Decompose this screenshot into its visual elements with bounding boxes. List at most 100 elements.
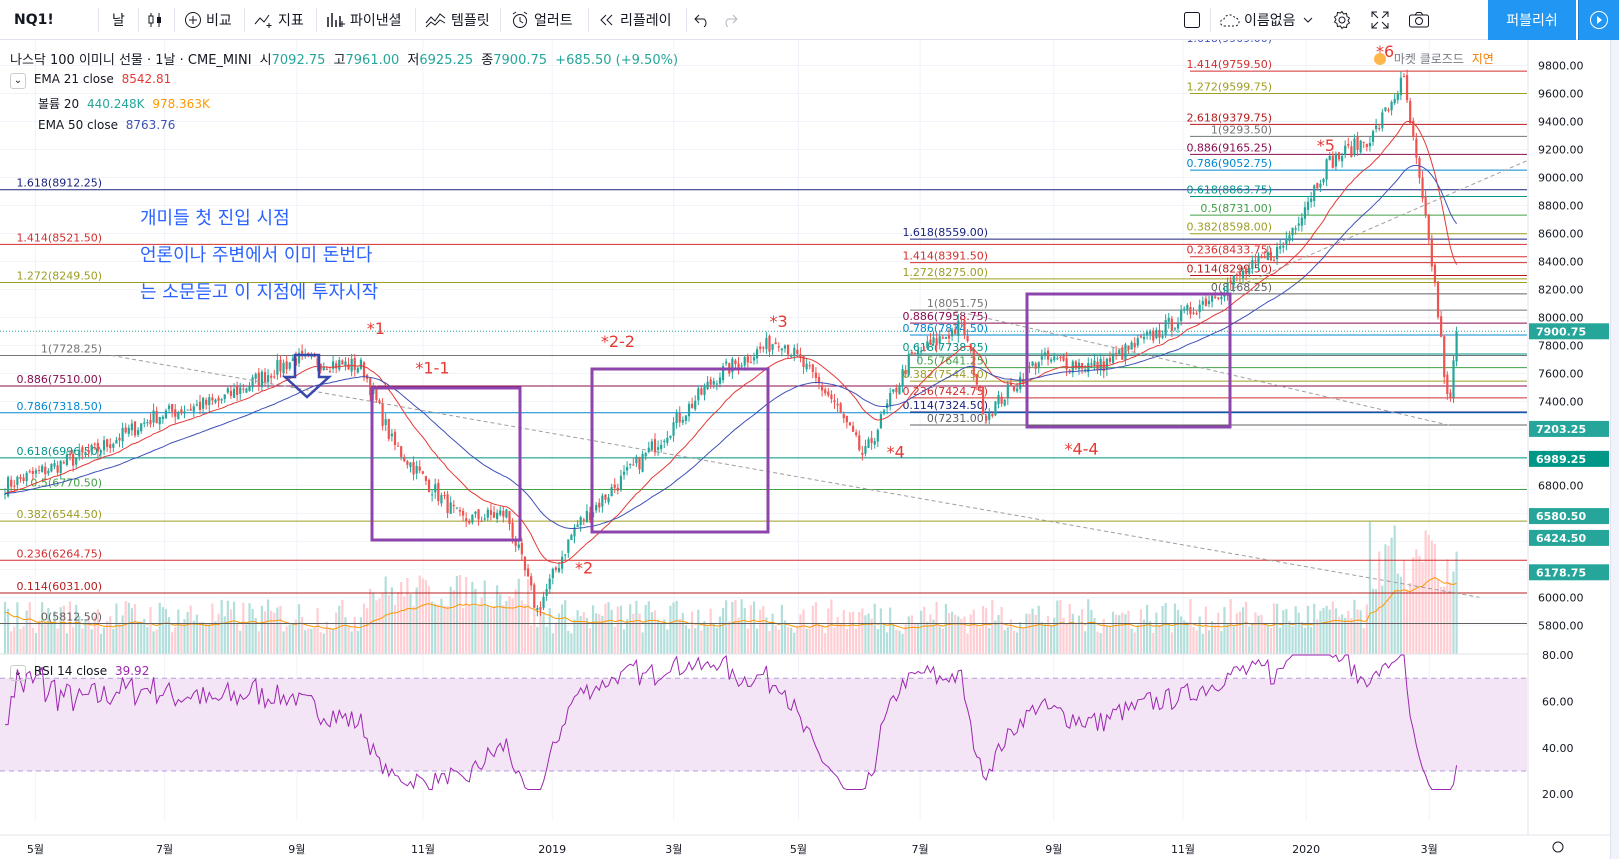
- volume-bar: [124, 601, 127, 654]
- volume-bar: [882, 622, 886, 654]
- annotation-note: 개미들 첫 진입 시점 언론이나 주변에서 이미 돈번다 는 소문듣고 이 지점…: [140, 200, 378, 311]
- snapshot-button[interactable]: [1408, 0, 1434, 40]
- rsi-collapse-icon[interactable]: ⌄: [10, 665, 26, 681]
- candle: [1124, 342, 1127, 365]
- price-tick: 8600.00: [1538, 227, 1584, 240]
- candle: [1071, 359, 1074, 378]
- volume-bar: [796, 625, 799, 654]
- compare-button[interactable]: 비교: [184, 0, 232, 40]
- rsi-tick: 20.00: [1542, 788, 1574, 801]
- candle: [56, 460, 59, 476]
- volume-bar: [1275, 603, 1279, 654]
- fullscreen-button[interactable]: [1371, 0, 1393, 40]
- volume-bar: [1241, 607, 1245, 654]
- symbol-search[interactable]: NQ1!: [14, 0, 54, 40]
- annotation-box: [1025, 292, 1232, 429]
- candle: [1368, 136, 1372, 152]
- candle: [554, 566, 558, 573]
- candle: [496, 509, 499, 523]
- volume-bar: [223, 616, 226, 654]
- compare-label: 비교: [206, 13, 232, 29]
- volume-bar: [913, 623, 917, 654]
- candle: [1201, 296, 1204, 311]
- candle: [1003, 399, 1006, 407]
- fullscreen-layout-checkbox[interactable]: [1183, 0, 1205, 40]
- candle: [124, 423, 127, 434]
- volume-bar: [988, 628, 991, 654]
- indicators-button[interactable]: 지표: [254, 0, 304, 40]
- replay-button[interactable]: 리플레이: [598, 0, 672, 40]
- alert-button[interactable]: 얼러트: [510, 0, 573, 40]
- candle: [279, 355, 282, 378]
- ema50-legend[interactable]: EMA 50 close 8763.76: [38, 118, 179, 132]
- candle: [691, 397, 694, 409]
- candle: [526, 564, 530, 578]
- volume-bar: [93, 616, 96, 654]
- fib-label: 0.114(7324.50): [902, 399, 988, 412]
- volume-bar: [1127, 610, 1130, 654]
- volume-bar: [1012, 631, 1016, 654]
- redo-button[interactable]: [722, 0, 742, 40]
- candle: [1056, 356, 1059, 361]
- candle: [712, 377, 715, 389]
- fib-label: 1.414(9759.50): [1186, 58, 1272, 71]
- candle: [146, 419, 149, 427]
- layout-name-dropdown[interactable]: 이름없음: [1218, 0, 1318, 40]
- candle: [19, 474, 22, 483]
- alarm-clock-icon: [512, 11, 528, 28]
- rsi-tick: 40.00: [1542, 742, 1574, 755]
- candle: [675, 409, 678, 429]
- price-tag: 7900.75: [1529, 323, 1609, 340]
- ema21-legend[interactable]: ⌄ EMA 21 close 8542.81: [10, 72, 175, 89]
- candle: [499, 506, 502, 517]
- volume-bar: [192, 620, 195, 654]
- interval-button[interactable]: 날: [112, 0, 125, 40]
- volume-bar: [322, 633, 325, 654]
- volume-bar: [944, 603, 948, 654]
- candle: [403, 454, 406, 463]
- volume-bar: [489, 607, 493, 654]
- volume-bar: [848, 612, 852, 654]
- volume-bar: [901, 633, 904, 654]
- time-tick: 3월: [1421, 843, 1438, 856]
- volume-bar: [325, 621, 328, 654]
- publish-button[interactable]: 퍼블리쉬: [1488, 0, 1576, 40]
- volume-bar: [279, 605, 282, 654]
- financials-button[interactable]: 파이낸셜: [326, 0, 402, 40]
- candle: [1235, 272, 1238, 282]
- fib-label: 0.5(8731.00): [1200, 202, 1272, 215]
- volume-bar: [700, 630, 703, 654]
- right-scrollbar[interactable]: [1610, 40, 1619, 859]
- candle: [449, 496, 452, 515]
- candle: [177, 410, 180, 420]
- candle: [434, 478, 437, 499]
- candle: [468, 518, 471, 525]
- price-tag: 6424.50: [1529, 529, 1609, 546]
- volume-bar: [1340, 614, 1344, 654]
- fib-label: 0.5(7641.25): [916, 355, 988, 368]
- templates-button[interactable]: 템플릿: [425, 0, 490, 40]
- volume-bar: [406, 578, 409, 654]
- settings-button[interactable]: [1332, 0, 1356, 40]
- volume-bar: [1449, 582, 1452, 654]
- fib-label: 0.618(6996.50): [16, 445, 102, 458]
- candle: [369, 377, 372, 402]
- candle: [916, 343, 920, 362]
- volume-bar: [229, 609, 233, 654]
- price-chart[interactable]: 1.618(8912.25) 1.414(8521.50) 1.272(8249.5…: [0, 40, 1610, 859]
- undo-button[interactable]: [694, 0, 714, 40]
- play-button[interactable]: [1578, 0, 1619, 40]
- chart-type-button[interactable]: [146, 0, 168, 40]
- volume-bar: [706, 626, 709, 654]
- candle: [1319, 179, 1322, 193]
- candle: [211, 393, 214, 405]
- candle: [3, 488, 7, 500]
- volume-bar: [75, 604, 78, 654]
- candle: [115, 436, 118, 444]
- rsi-legend[interactable]: ⌄ RSI 14 close 39.92: [10, 664, 153, 681]
- candle: [223, 394, 226, 403]
- volume-legend[interactable]: 볼륨 20 440.248K 978.363K: [38, 95, 214, 112]
- collapse-chevron-icon[interactable]: ⌄: [10, 73, 26, 89]
- volume-bar: [1136, 624, 1139, 654]
- volume-bar: [310, 628, 313, 654]
